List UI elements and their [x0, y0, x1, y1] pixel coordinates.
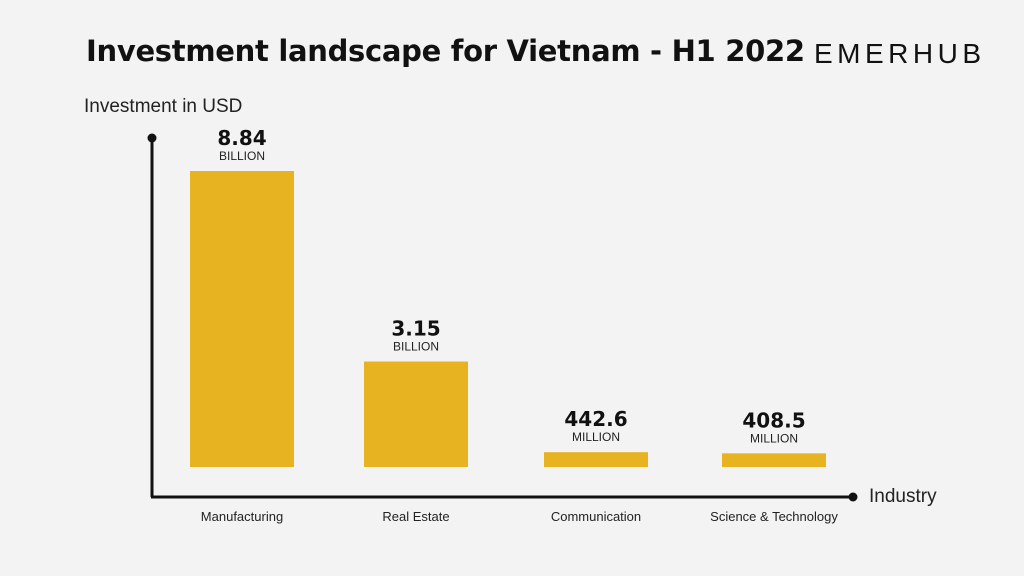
category-label: Science & Technology [710, 509, 838, 524]
bar-2 [544, 452, 648, 467]
bar-unit-label: MILLION [750, 431, 798, 445]
y-axis-label: Investment in USD [84, 96, 243, 117]
bar-unit-label: BILLION [219, 149, 265, 163]
y-axis-end-dot [147, 133, 157, 143]
bar-value-label: 408.5 [742, 408, 805, 432]
chart-title: Investment landscape for Vietnam - H1 20… [86, 34, 805, 68]
category-label: Manufacturing [201, 509, 283, 524]
category-label: Communication [551, 509, 641, 524]
bar-value-label: 442.6 [564, 407, 627, 431]
bar-value-label: 3.15 [391, 317, 440, 341]
bar-unit-label: BILLION [393, 340, 439, 354]
bar-value-label: 8.84 [217, 126, 266, 150]
bar-3 [722, 453, 826, 467]
x-axis-label: Industry [869, 486, 937, 507]
bars-group: 8.84BILLIONManufacturing3.15BILLIONReal … [190, 126, 838, 524]
category-label: Real Estate [382, 509, 449, 524]
x-axis-end-dot [848, 492, 858, 502]
bar-unit-label: MILLION [572, 430, 620, 444]
bar-0 [190, 171, 294, 467]
bar-1 [364, 361, 468, 467]
brand-logo: EMERHUB [814, 38, 986, 69]
